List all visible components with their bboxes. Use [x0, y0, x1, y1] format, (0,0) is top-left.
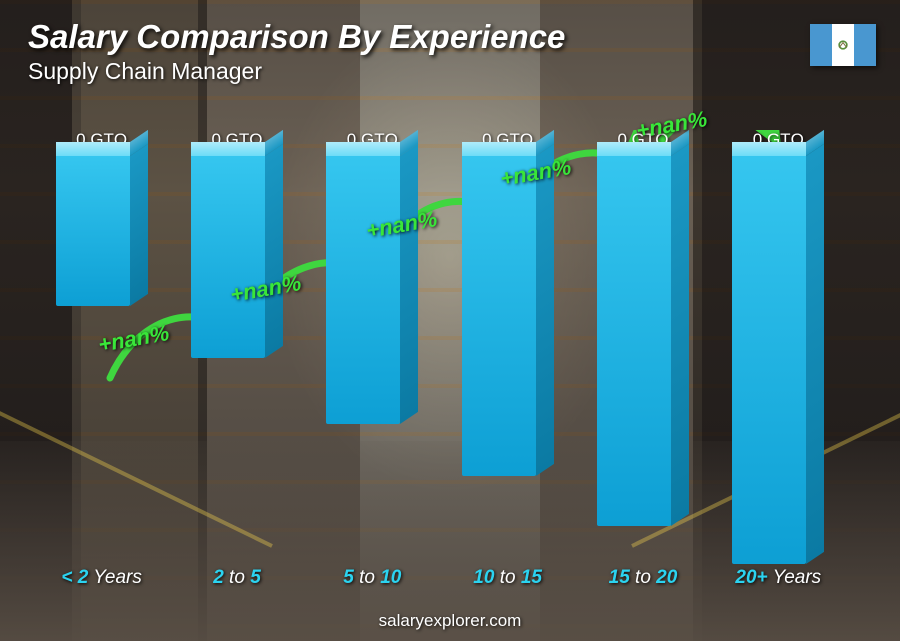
- chart-subtitle: Supply Chain Manager: [28, 58, 800, 85]
- bar-value-wrap: 0 GTQ: [326, 130, 418, 424]
- bar-value-wrap: 0 GTQ: [732, 130, 824, 564]
- bar: [732, 156, 824, 564]
- bar: [191, 156, 283, 358]
- bar-top-highlight: [597, 142, 671, 156]
- category-label: 2 to 5: [213, 567, 261, 589]
- bar: [56, 156, 148, 306]
- bar-side-face: [536, 144, 554, 476]
- bar: [462, 156, 554, 476]
- bar: [597, 156, 689, 526]
- flag-emblem: [837, 39, 849, 51]
- bar-value-wrap: 0 GTQ: [56, 130, 148, 306]
- category-label: 20+ Years: [735, 567, 821, 589]
- category-label: 10 to 15: [473, 567, 542, 589]
- bar-front-face: [597, 156, 671, 526]
- bar-slot: 0 GTQ2 to 5: [175, 130, 298, 557]
- bar-slot: 0 GTQ10 to 15: [446, 130, 569, 557]
- category-label: 15 to 20: [609, 567, 678, 589]
- bar-top-highlight: [732, 142, 806, 156]
- chart-title: Salary Comparison By Experience: [28, 18, 800, 56]
- bar-top-highlight: [191, 142, 265, 156]
- category-label: < 2 Years: [61, 567, 141, 589]
- bar-top-highlight: [56, 142, 130, 156]
- bar-side-face: [400, 144, 418, 424]
- bar: [326, 156, 418, 424]
- bar-front-face: [732, 156, 806, 564]
- bar-value-wrap: 0 GTQ: [597, 130, 689, 526]
- bar-slot: 0 GTQ20+ Years: [717, 130, 840, 557]
- country-flag-guatemala: [810, 24, 876, 66]
- bar-front-face: [191, 156, 265, 358]
- bar-slot: 0 GTQ15 to 20: [581, 130, 704, 557]
- bar-front-face: [56, 156, 130, 306]
- bar-slot: 0 GTQ5 to 10: [311, 130, 434, 557]
- bar-side-face: [130, 144, 148, 306]
- flag-stripe-center: [832, 24, 854, 66]
- bar-side-face: [806, 144, 824, 564]
- bar-top-highlight: [326, 142, 400, 156]
- footer-attribution: salaryexplorer.com: [0, 611, 900, 631]
- bar-side-face: [671, 144, 689, 526]
- flag-stripe-left: [810, 24, 832, 66]
- bar-front-face: [326, 156, 400, 424]
- bar-top-highlight: [462, 142, 536, 156]
- category-label: 5 to 10: [343, 567, 401, 589]
- bar-side-face: [265, 144, 283, 358]
- bar-front-face: [462, 156, 536, 476]
- bar-value-wrap: 0 GTQ: [191, 130, 283, 358]
- bar-chart: 0 GTQ< 2 Years0 GTQ2 to 50 GTQ5 to 100 G…: [40, 130, 840, 557]
- flag-stripe-right: [854, 24, 876, 66]
- header: Salary Comparison By Experience Supply C…: [28, 18, 800, 85]
